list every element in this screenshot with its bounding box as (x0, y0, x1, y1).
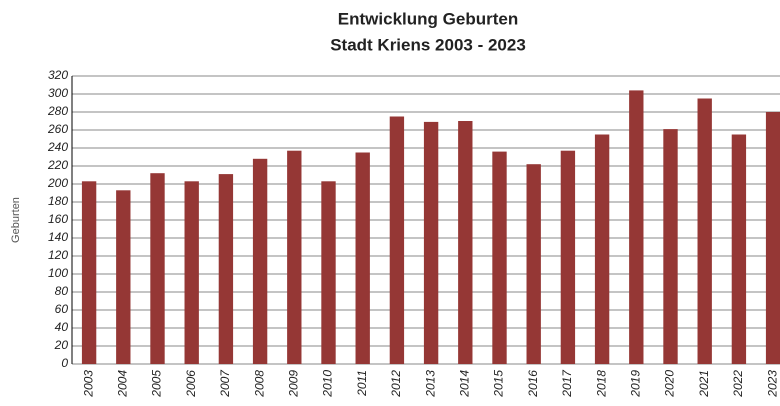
bar (526, 164, 541, 364)
bar (594, 134, 610, 364)
x-tick-label: 2021 (697, 370, 711, 398)
x-tick-label: 2006 (184, 370, 198, 398)
x-tick-label: 2007 (218, 369, 232, 398)
x-tick-label: 2019 (628, 370, 642, 398)
y-tick-label: 40 (55, 320, 69, 334)
bar (765, 112, 780, 364)
x-tick-label: 2008 (252, 370, 266, 398)
y-tick-label: 260 (47, 122, 68, 136)
x-tick-label: 2023 (765, 370, 779, 398)
x-tick-label: 2020 (663, 370, 677, 398)
x-tick-label: 2016 (526, 370, 540, 398)
y-tick-label: 100 (48, 266, 68, 280)
x-tick-label: 2017 (560, 369, 574, 398)
y-tick-label: 120 (48, 248, 68, 262)
x-tick-label: 2018 (594, 370, 608, 398)
x-tick-label: 2011 (355, 370, 369, 397)
bar (321, 181, 336, 364)
x-tick-label: 2009 (286, 370, 300, 398)
y-tick-label: 140 (48, 230, 68, 244)
bar (389, 116, 405, 364)
bar (629, 90, 644, 365)
y-tick-label: 0 (61, 356, 68, 370)
bar (663, 129, 678, 364)
y-tick-label: 300 (48, 86, 68, 100)
bar (731, 134, 747, 364)
y-tick-label: 240 (47, 140, 68, 154)
y-tick-label: 160 (48, 212, 68, 226)
x-tick-label: 2015 (492, 370, 506, 398)
x-tick-label: 2012 (389, 370, 403, 398)
x-tick-label: 2010 (321, 370, 335, 398)
y-tick-label: 280 (47, 104, 68, 118)
y-tick-label: 80 (55, 284, 69, 298)
y-tick-label: 200 (47, 176, 68, 190)
bar (218, 174, 234, 364)
y-tick-label: 60 (55, 302, 69, 316)
bar (697, 98, 712, 364)
bar (116, 190, 131, 364)
bar (492, 151, 507, 364)
x-tick-label: 2003 (81, 370, 95, 398)
y-tick-label: 20 (54, 338, 69, 352)
bar (150, 173, 165, 364)
bar (355, 152, 370, 364)
x-tick-label: 2022 (731, 370, 745, 398)
bar (252, 158, 268, 364)
y-axis-label: Geburten (10, 197, 22, 243)
bar (423, 121, 439, 365)
x-tick-label: 2013 (423, 370, 437, 398)
bar (287, 150, 302, 364)
chart-title: Entwicklung Geburten (338, 9, 518, 28)
bar (458, 121, 473, 364)
bar (184, 181, 199, 364)
y-tick-label: 180 (48, 194, 68, 208)
y-tick-label: 220 (47, 158, 68, 172)
bar (81, 181, 97, 364)
bar (560, 150, 576, 364)
y-tick-label: 320 (48, 68, 68, 82)
x-tick-label: 2014 (457, 370, 471, 398)
chart-subtitle: Stadt Kriens 2003 - 2023 (330, 35, 526, 54)
x-tick-label: 2004 (115, 370, 129, 398)
x-tick-label: 2005 (150, 370, 164, 398)
